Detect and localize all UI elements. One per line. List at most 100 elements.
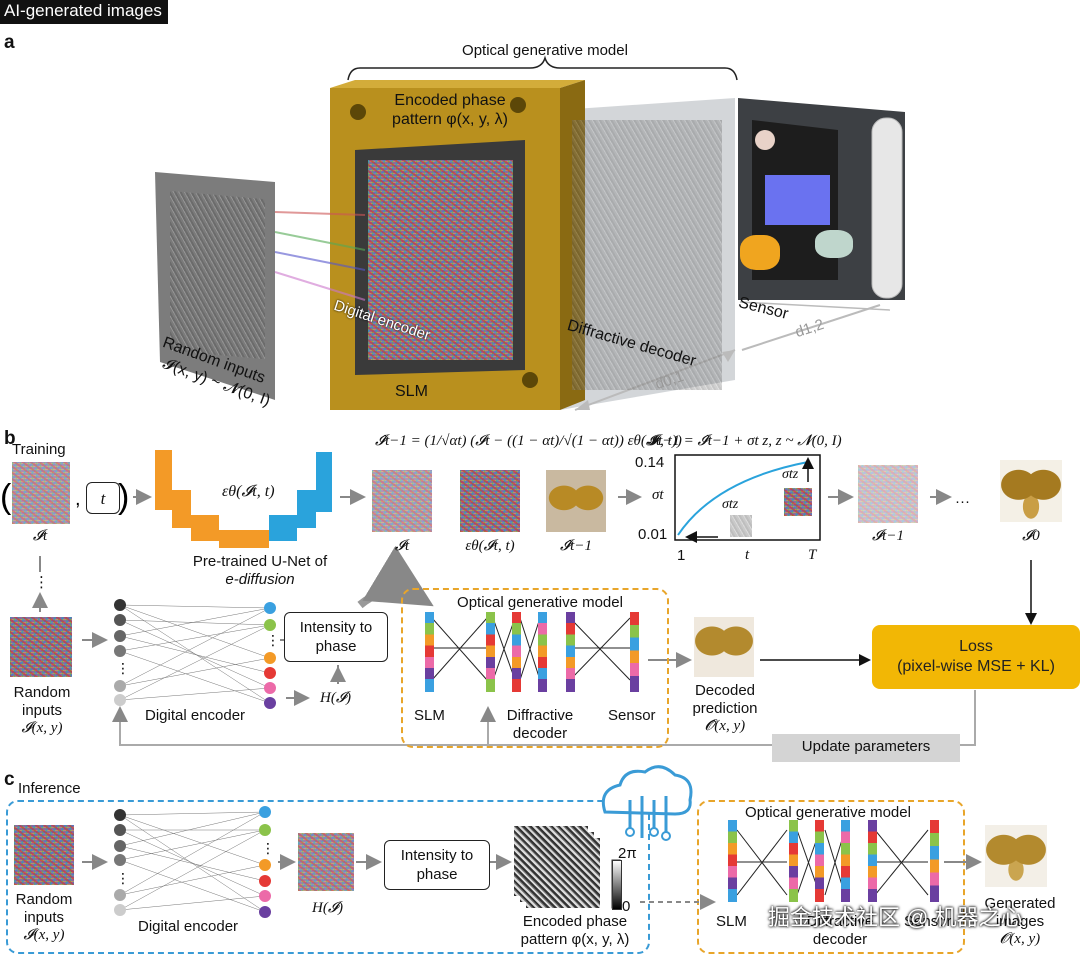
encoded-line1-c: Encoded phase <box>522 913 628 930</box>
sigma-z-label-2: σtz <box>782 467 799 482</box>
H-label-b: H(𝓘) <box>320 690 351 706</box>
x-tick-t: t <box>745 547 750 563</box>
optical-model-title: Optical generative model <box>462 42 628 59</box>
ogm-dashed-box <box>401 588 669 748</box>
inference-dashed-box <box>6 800 650 954</box>
diffractive-layer-column <box>566 612 575 692</box>
sub-Ihat-label: 𝓘̂t−1 <box>560 538 592 554</box>
random-line3-c: 𝓘(x, y) <box>23 927 65 943</box>
butterfly-icon <box>740 235 780 270</box>
panel-a-letter: a <box>4 32 15 53</box>
eps-sub-image <box>460 470 520 532</box>
decoded-line2: prediction <box>692 700 758 717</box>
random-line2: inputs <box>21 702 63 719</box>
zero-label: 0 <box>622 898 631 915</box>
diffractive-layer-column <box>512 612 521 692</box>
sub-It-label: 𝓘t <box>394 538 410 554</box>
intensity-to-phase-box: Intensity to phase <box>284 612 388 662</box>
random-line1-c: Random <box>15 891 73 908</box>
formula-sample: 𝓘t−1 = 𝓘̂t−1 + σt z, z ~ 𝓝(0, I) <box>648 433 842 449</box>
noise-thumb <box>784 488 812 516</box>
intensity-line2-c: phase <box>416 866 458 883</box>
loss-line1: Loss <box>959 638 993 655</box>
slm-phase-pattern <box>368 160 513 360</box>
inference-label: Inference <box>18 780 81 797</box>
It-image <box>12 462 70 524</box>
svg-text:⋮: ⋮ <box>261 840 275 856</box>
eps-label: εθ(𝓘t, t) <box>222 483 275 500</box>
sigma-z-label: σtz <box>722 497 739 512</box>
intensity-line1: Intensity to <box>299 619 373 636</box>
diffractive-layer-column-c <box>789 820 798 902</box>
diff-line1-c: Diffractive <box>806 913 874 930</box>
svg-text:⋮: ⋮ <box>116 870 130 886</box>
sensor-column <box>630 612 639 692</box>
training-label: Training <box>12 441 66 458</box>
diffractive-layer-column-c <box>868 820 877 902</box>
decoded-line3: 𝓞̂(x, y) <box>704 718 746 734</box>
slm-label-c: SLM <box>716 913 747 930</box>
It1-label: 𝓘t−1 <box>872 528 904 544</box>
loss-line2: (pixel-wise MSE + KL) <box>897 658 1055 675</box>
diffractive-layer-column-c <box>841 820 850 902</box>
ogm-title-b: Optical generative model <box>457 594 623 611</box>
header-tag: AI-generated images <box>0 0 168 24</box>
phase-pattern-image <box>514 826 588 896</box>
ogm-title-c: Optical generative model <box>745 804 911 821</box>
slm-column-c <box>728 820 737 902</box>
unet-line1: Pre-trained U-Net of <box>192 553 328 570</box>
I0-label: 𝓘0 <box>1022 528 1040 544</box>
diff-line2-b: decoder <box>512 725 568 742</box>
two-pi-label: 2π <box>618 845 637 862</box>
loss-box: Loss (pixel-wise MSE + KL) <box>872 625 1080 689</box>
random-input-image-c <box>14 825 74 885</box>
svg-text:,: , <box>75 488 81 510</box>
I0-image <box>1000 460 1062 522</box>
phase-colorbar <box>612 860 622 910</box>
intensity-to-phase-box-c: Intensity to phase <box>384 840 490 890</box>
gen-line2: images <box>995 913 1045 930</box>
gen-line3: 𝓞(x, y) <box>999 931 1041 947</box>
diff-line2-c: decoder <box>812 931 868 948</box>
t-box: t <box>86 482 120 514</box>
panel-c-letter: c <box>4 769 15 790</box>
random-line2-c: inputs <box>23 909 65 926</box>
diffractive-layer-column <box>538 612 547 692</box>
update-parameters: Update parameters <box>772 734 960 762</box>
It1-image <box>858 465 918 523</box>
random-input-image <box>10 617 72 677</box>
small-noise-thumb <box>730 515 752 537</box>
unet-line2: e-diffusion <box>225 571 295 588</box>
digital-encoder-b: Digital encoder <box>145 707 246 724</box>
digital-encoder-c: Digital encoder <box>138 918 239 935</box>
diffractive-layer-column <box>486 612 495 692</box>
Ihat-sub-image <box>546 470 606 532</box>
panel-b-letter: b <box>4 428 16 449</box>
formula-denoise: 𝓘̂t−1 = (1/√αt) (𝓘t − ((1 − αt)/√(1 − αt… <box>375 433 682 449</box>
decoded-prediction-image <box>694 617 754 677</box>
ogm-dashed-box-c <box>697 800 965 954</box>
encoded-line2-c: pattern φ(x, y, λ) <box>520 931 630 948</box>
diffractive-layer-column-c <box>815 820 824 902</box>
sub-eps-label: εθ(𝓘t, t) <box>465 538 515 554</box>
decoded-line1: Decoded <box>694 682 756 699</box>
butterfly-icon <box>755 130 775 150</box>
watermark: 掘金技术社区 @ 机器之心 <box>768 905 1023 930</box>
butterfly-icon <box>815 230 853 258</box>
phase-pattern-line2: pattern φ(x, y, λ) <box>392 111 508 128</box>
intensity-line1-c: Intensity to <box>400 847 474 864</box>
vertical-ellipsis: ⋮ <box>34 574 49 591</box>
H-image <box>298 833 354 891</box>
slm-label: SLM <box>395 383 428 400</box>
x-tick-1: 1 <box>677 547 686 564</box>
generated-image <box>985 825 1047 887</box>
slm-column <box>425 612 434 692</box>
svg-text:⋮: ⋮ <box>116 660 130 676</box>
intensity-line2: phase <box>315 638 357 655</box>
It-sub-image <box>372 470 432 532</box>
random-line1: Random <box>13 684 71 701</box>
It-label: 𝓘t <box>32 528 48 544</box>
x-tick-T: T <box>808 547 817 563</box>
svg-text:⋮: ⋮ <box>266 632 280 648</box>
